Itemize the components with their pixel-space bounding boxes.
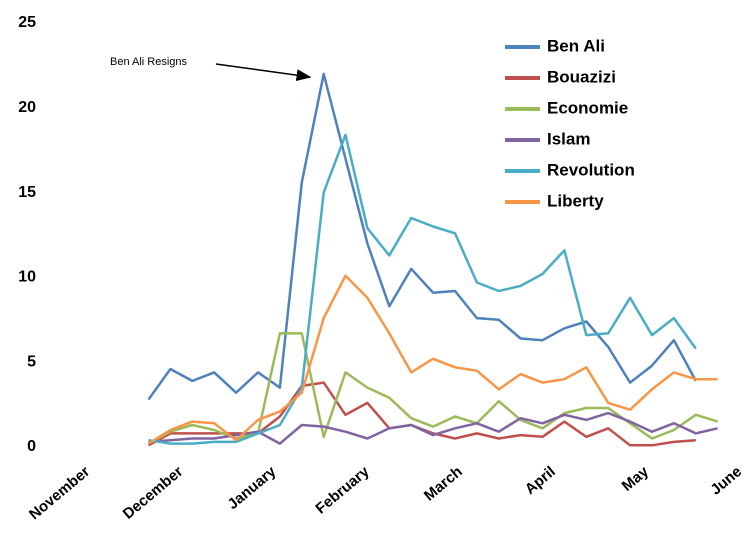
legend-label: Economie <box>547 98 628 117</box>
y-tick-label: 20 <box>18 99 36 116</box>
x-tick-label: June <box>707 463 745 499</box>
y-tick-label: 15 <box>18 184 36 201</box>
legend-label: Bouazizi <box>547 67 616 86</box>
x-tick-label: March <box>421 463 466 504</box>
series-line <box>147 332 718 445</box>
series-line <box>148 133 697 445</box>
x-tick-label: April <box>522 463 559 498</box>
x-tick-label: February <box>312 463 373 518</box>
x-tick-label: December <box>120 463 187 523</box>
y-tick-label: 5 <box>27 353 36 370</box>
annotation: Ben Ali Resigns <box>110 56 188 68</box>
y-tick-label: 25 <box>18 14 36 31</box>
x-tick-label: May <box>619 463 653 495</box>
y-tick-label: 0 <box>27 438 36 455</box>
annotation-arrow <box>215 63 312 82</box>
x-tick-label: January <box>224 463 280 513</box>
legend-label: Revolution <box>547 160 635 179</box>
x-tick-label: November <box>26 463 93 523</box>
series-line <box>147 274 718 445</box>
legend-label: Ben Ali <box>547 36 605 55</box>
legend-label: Islam <box>547 129 590 148</box>
y-tick-label: 10 <box>18 269 36 286</box>
series-line <box>147 72 697 401</box>
legend-label: Liberty <box>547 191 604 210</box>
